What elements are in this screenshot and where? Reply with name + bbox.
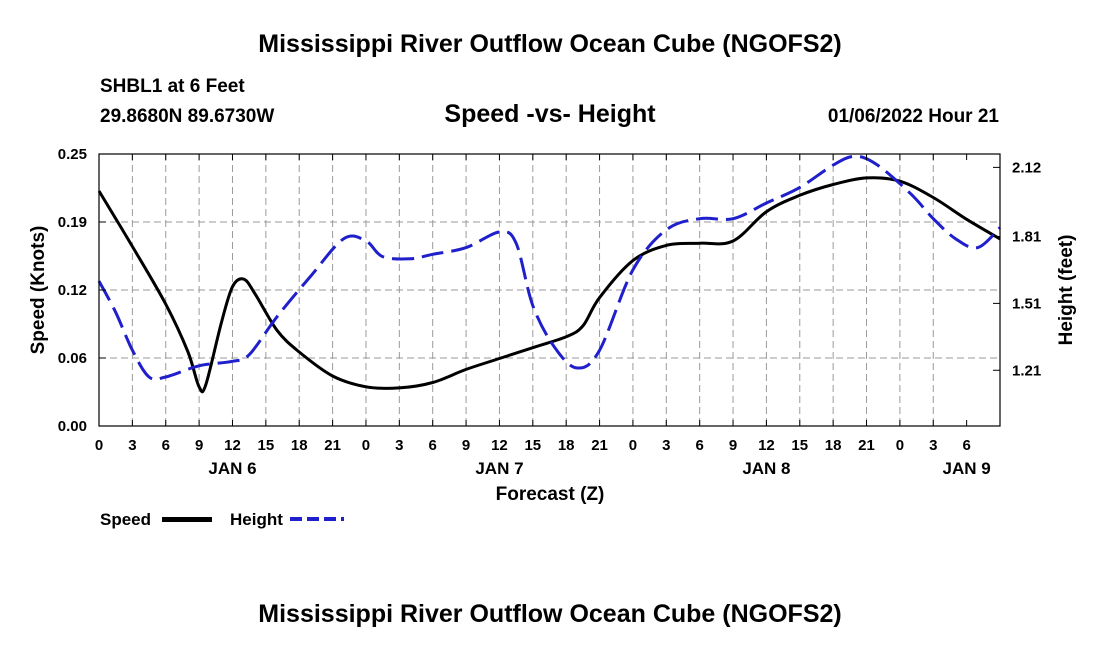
station-label: SHBL1 at 6 Feet bbox=[100, 76, 245, 97]
x-tick-label: 0 bbox=[95, 437, 103, 454]
y-axis-right-title: Height (feet) bbox=[1056, 235, 1077, 346]
y-right-tick-label: 1.81 bbox=[1012, 228, 1041, 245]
y-left-tick-label: 0.19 bbox=[58, 214, 87, 231]
x-tick-label: 12 bbox=[491, 437, 508, 454]
x-tick-label: 0 bbox=[896, 437, 904, 454]
y-left-tick-label: 0.25 bbox=[58, 146, 87, 163]
x-tick-label: 15 bbox=[524, 437, 541, 454]
legend-speed-swatch bbox=[162, 517, 212, 522]
y-left-tick-label: 0.00 bbox=[58, 418, 87, 435]
y-left-tick-label: 0.06 bbox=[58, 350, 87, 367]
y-left-tick-label: 0.12 bbox=[58, 282, 87, 299]
legend-height-label: Height bbox=[230, 510, 283, 529]
day-label: JAN 9 bbox=[943, 459, 991, 478]
x-tick-label: 3 bbox=[662, 437, 670, 454]
repeated-title: Mississippi River Outflow Ocean Cube (NG… bbox=[258, 600, 842, 628]
station-coordinates: 29.8680N 89.6730W bbox=[100, 106, 275, 127]
axis-layer: 0 3 6 9 12 15 18 21 0 3 6 9 12 15 18 21 0 3 6 9 12 15 18 21 0 3 6 0… bbox=[58, 146, 1041, 478]
x-tick-label: 0 bbox=[362, 437, 370, 454]
x-tick-label: 21 bbox=[591, 437, 608, 454]
x-tick-label: 12 bbox=[758, 437, 775, 454]
day-label: JAN 8 bbox=[742, 459, 790, 478]
x-tick-label: 6 bbox=[695, 437, 703, 454]
x-tick-label: 15 bbox=[258, 437, 275, 454]
x-tick-label: 9 bbox=[462, 437, 470, 454]
x-tick-label: 21 bbox=[858, 437, 875, 454]
y-axis-left-title: Speed (Knots) bbox=[28, 226, 49, 355]
legend-height-swatch bbox=[290, 517, 344, 521]
legend-speed-label: Speed bbox=[100, 510, 152, 529]
x-tick-label: 3 bbox=[395, 437, 403, 454]
y-right-tick-label: 1.51 bbox=[1012, 295, 1041, 312]
y-right-tick-label: 1.21 bbox=[1012, 362, 1041, 379]
x-tick-label: 3 bbox=[128, 437, 136, 454]
speed-height-chart: 0 3 6 9 12 15 18 21 0 3 6 9 12 15 18 21 0 3 6 9 12 15 18 21 0 3 6 0… bbox=[28, 146, 1077, 505]
height-series-line bbox=[97, 154, 1002, 381]
forecast-datetime: 01/06/2022 Hour 21 bbox=[827, 106, 999, 127]
x-tick-label: 0 bbox=[629, 437, 637, 454]
x-tick-label: 12 bbox=[224, 437, 241, 454]
series-layer bbox=[97, 154, 1002, 394]
x-tick-label: 9 bbox=[195, 437, 203, 454]
x-tick-label: 18 bbox=[825, 437, 842, 454]
x-tick-label: 9 bbox=[729, 437, 737, 454]
y-right-tick-label: 2.12 bbox=[1012, 159, 1041, 176]
x-axis-title: Forecast (Z) bbox=[496, 484, 605, 505]
x-tick-label: 18 bbox=[291, 437, 308, 454]
chart-subtitle: Speed -vs- Height bbox=[444, 100, 656, 128]
day-label: JAN 6 bbox=[208, 459, 256, 478]
speed-series-line bbox=[97, 176, 1001, 394]
chart-title: Mississippi River Outflow Ocean Cube (NG… bbox=[258, 30, 842, 58]
x-tick-label: 18 bbox=[558, 437, 575, 454]
x-tick-label: 6 bbox=[162, 437, 170, 454]
x-tick-label: 6 bbox=[962, 437, 970, 454]
day-label: JAN 7 bbox=[475, 459, 523, 478]
x-tick-label: 15 bbox=[791, 437, 808, 454]
x-tick-label: 6 bbox=[429, 437, 437, 454]
grid-layer bbox=[99, 154, 1000, 426]
x-tick-label: 21 bbox=[324, 437, 341, 454]
x-tick-label: 3 bbox=[929, 437, 937, 454]
